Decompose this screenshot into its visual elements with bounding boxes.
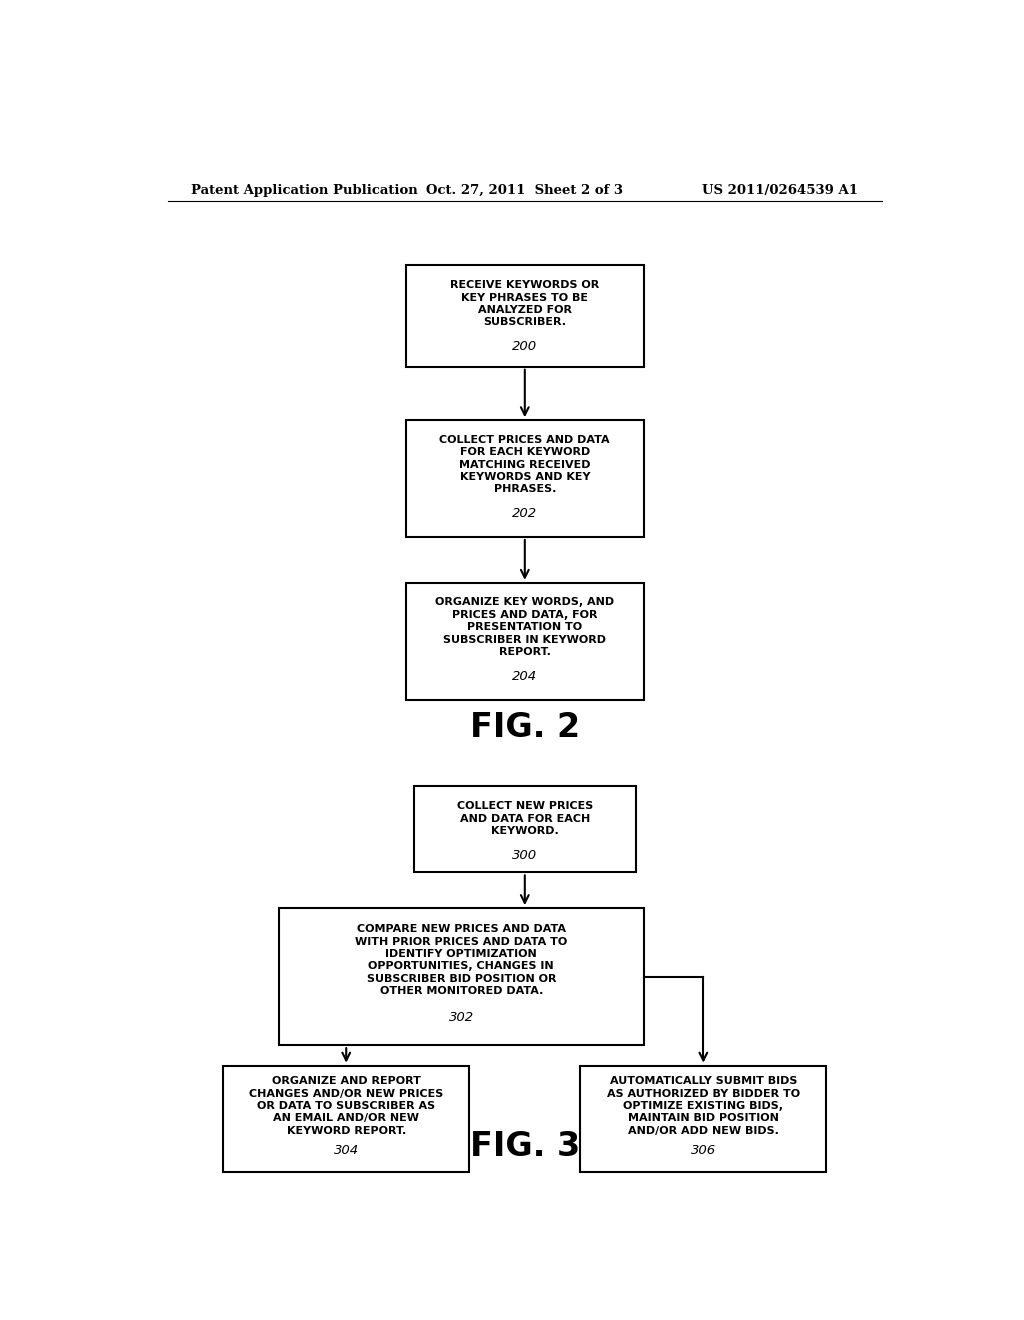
FancyBboxPatch shape: [406, 265, 644, 367]
Text: 202: 202: [512, 507, 538, 520]
Text: ORGANIZE AND REPORT
CHANGES AND/OR NEW PRICES
OR DATA TO SUBSCRIBER AS
AN EMAIL : ORGANIZE AND REPORT CHANGES AND/OR NEW P…: [249, 1076, 443, 1137]
Text: 200: 200: [512, 341, 538, 352]
FancyBboxPatch shape: [279, 908, 644, 1045]
Text: COLLECT PRICES AND DATA
FOR EACH KEYWORD
MATCHING RECEIVED
KEYWORDS AND KEY
PHRA: COLLECT PRICES AND DATA FOR EACH KEYWORD…: [439, 434, 610, 494]
Text: 304: 304: [334, 1144, 358, 1158]
Text: ORGANIZE KEY WORDS, AND
PRICES AND DATA, FOR
PRESENTATION TO
SUBSCRIBER IN KEYWO: ORGANIZE KEY WORDS, AND PRICES AND DATA,…: [435, 598, 614, 657]
Text: Patent Application Publication: Patent Application Publication: [191, 183, 418, 197]
FancyBboxPatch shape: [406, 582, 644, 700]
FancyBboxPatch shape: [581, 1065, 826, 1172]
Text: FIG. 3: FIG. 3: [470, 1130, 580, 1163]
FancyBboxPatch shape: [414, 785, 636, 873]
Text: 302: 302: [449, 1011, 474, 1024]
Text: Oct. 27, 2011  Sheet 2 of 3: Oct. 27, 2011 Sheet 2 of 3: [426, 183, 624, 197]
Text: COMPARE NEW PRICES AND DATA
WITH PRIOR PRICES AND DATA TO
IDENTIFY OPTIMIZATION
: COMPARE NEW PRICES AND DATA WITH PRIOR P…: [355, 924, 567, 997]
Text: RECEIVE KEYWORDS OR
KEY PHRASES TO BE
ANALYZED FOR
SUBSCRIBER.: RECEIVE KEYWORDS OR KEY PHRASES TO BE AN…: [451, 280, 599, 327]
Text: COLLECT NEW PRICES
AND DATA FOR EACH
KEYWORD.: COLLECT NEW PRICES AND DATA FOR EACH KEY…: [457, 801, 593, 837]
FancyBboxPatch shape: [223, 1065, 469, 1172]
Text: AUTOMATICALLY SUBMIT BIDS
AS AUTHORIZED BY BIDDER TO
OPTIMIZE EXISTING BIDS,
MAI: AUTOMATICALLY SUBMIT BIDS AS AUTHORIZED …: [607, 1076, 800, 1137]
Text: US 2011/0264539 A1: US 2011/0264539 A1: [702, 183, 858, 197]
FancyBboxPatch shape: [406, 420, 644, 537]
Text: FIG. 2: FIG. 2: [470, 711, 580, 744]
Text: 300: 300: [512, 849, 538, 862]
Text: 204: 204: [512, 669, 538, 682]
Text: 306: 306: [691, 1144, 716, 1158]
